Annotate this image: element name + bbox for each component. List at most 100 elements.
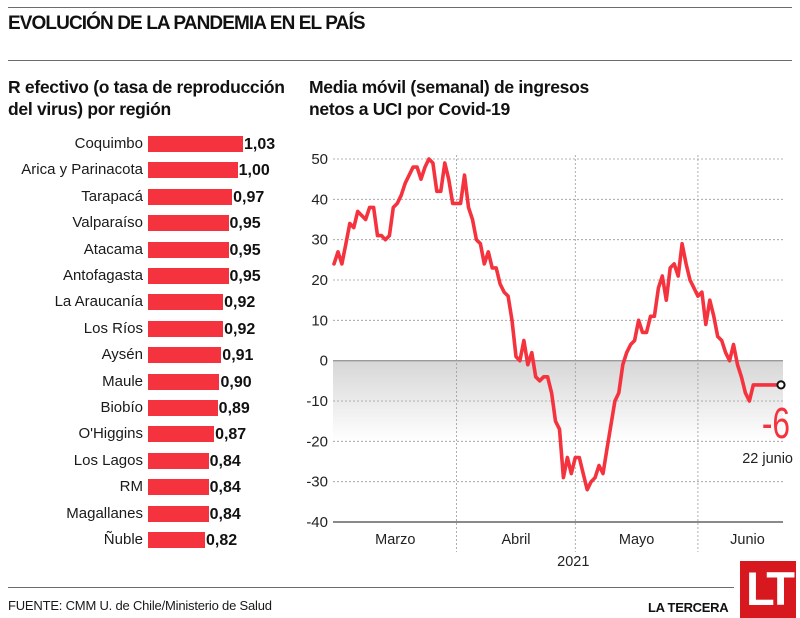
bar	[148, 320, 224, 337]
top-rule	[8, 7, 792, 8]
bar-row: Arica y Parinacota 1,00	[0, 160, 300, 180]
page-title: EVOLUCIÓN DE LA PANDEMIA EN EL PAÍS	[8, 13, 366, 34]
y-tick-label: 30	[311, 232, 328, 249]
bar-value-label: 0,95	[229, 268, 261, 285]
bar	[148, 188, 233, 205]
end-point-marker	[776, 380, 786, 390]
bar	[148, 505, 209, 522]
bar-row: Aysén 0,91	[0, 345, 300, 365]
bar-category-label: La Araucanía	[54, 293, 143, 311]
line-chart-title-line-2: netos a UCI por Covid-19	[309, 99, 510, 119]
bar	[148, 241, 229, 258]
latest-value-annotation: -6	[762, 399, 790, 448]
bar-value-label: 0,97	[233, 188, 265, 206]
bar-category-label: Antofagasta	[62, 267, 143, 284]
y-tick-label: -10	[306, 393, 328, 410]
brand-name: LA TERCERA	[648, 600, 729, 615]
bar-value-label: 0,91	[222, 347, 254, 365]
y-tick-label: -30	[306, 474, 328, 491]
series-line	[332, 157, 783, 492]
bar-category-label: Maule	[102, 372, 143, 390]
bar	[148, 136, 244, 152]
bar	[148, 400, 218, 416]
bar-value-label: 1,00	[238, 162, 270, 180]
bar-category-label: Coquimbo	[74, 135, 143, 152]
brand-logo: LT	[740, 561, 796, 618]
bar-category-label: Arica y Parinacota	[21, 161, 143, 179]
bar-row: La Araucanía 0,92	[0, 292, 300, 312]
bar-row: Valparaíso 0,95	[0, 213, 300, 233]
y-axis: 50 40 30 20 10 0 -10 -20 -30 -40	[306, 151, 328, 531]
brand-logo-text: LT	[746, 562, 795, 615]
x-month-label: Mayo	[619, 532, 654, 548]
bar-row: Ñuble 0,82	[0, 530, 300, 550]
bar-category-label: O'Higgins	[78, 425, 143, 443]
bar-row: Coquimbo 1,03	[0, 134, 300, 154]
y-tick-label: 10	[311, 312, 328, 329]
line-chart-title-line-1: Media móvil (semanal) de ingresos	[309, 77, 589, 97]
bar-value-label: 0,84	[209, 452, 241, 470]
bar-chart-title-line-2: del virus) por región	[8, 99, 171, 119]
bar	[148, 268, 229, 284]
bar-row: Biobío 0,89	[0, 398, 300, 418]
footer-rule	[8, 587, 734, 588]
bar-value-label: 1,03	[244, 136, 276, 153]
bar-row: Maule 0,90	[0, 372, 300, 392]
bar-value-label: 0,84	[209, 479, 241, 497]
bar-category-label: Aysén	[101, 346, 143, 364]
bar-value-label: 0,84	[209, 505, 241, 523]
bar-category-label: Atacama	[83, 240, 143, 258]
bar-value-label: 0,95	[229, 241, 261, 259]
series-line-group	[332, 157, 786, 492]
y-tick-label: -40	[306, 514, 328, 531]
y-tick-label: -20	[306, 433, 328, 450]
bar-row: Magallanes 0,84	[0, 504, 300, 524]
bar	[148, 426, 215, 443]
x-axis-year-label: 2021	[557, 554, 589, 570]
annotations: -6 22 junio	[742, 399, 793, 467]
line-chart-title: Media móvil (semanal) de ingresos netos …	[309, 76, 589, 120]
bar-category-label: Biobío	[100, 399, 143, 416]
x-month-label: Abril	[501, 532, 530, 548]
bar	[148, 532, 205, 548]
bar-row: Tarapacá 0,97	[0, 187, 300, 207]
bar	[148, 215, 229, 232]
bar-row: RM 0,84	[0, 477, 300, 497]
bar-value-label: 0,95	[229, 215, 261, 233]
y-tick-label: 20	[311, 272, 328, 289]
grid	[333, 155, 783, 552]
bar	[148, 162, 238, 179]
bar-row: O'Higgins 0,87	[0, 424, 300, 444]
bar-value-label: 0,92	[224, 294, 256, 312]
bar	[148, 373, 220, 390]
bar-category-label: Ñuble	[103, 531, 143, 548]
bar-category-label: RM	[119, 478, 143, 496]
bar-category-label: Los Ríos	[83, 319, 143, 337]
bar	[148, 452, 209, 469]
bar-row: Atacama 0,95	[0, 240, 300, 260]
bar-category-label: Los Lagos	[73, 451, 143, 469]
bar-row: Antofagasta 0,95	[0, 266, 300, 286]
bar-category-label: Tarapacá	[81, 187, 143, 205]
y-tick-label: 50	[311, 151, 328, 168]
x-month-label: Junio	[730, 532, 765, 548]
bar-value-label: 0,89	[218, 400, 250, 417]
x-month-label: Marzo	[375, 532, 415, 548]
title-rule	[8, 60, 792, 61]
bar-value-label: 0,92	[224, 320, 256, 338]
bar-row: Los Ríos 0,92	[0, 319, 300, 339]
bar-value-label: 0,82	[206, 532, 238, 549]
latest-date-annotation: 22 junio	[742, 451, 793, 467]
bar-value-label: 0,87	[215, 426, 247, 444]
bar-chart-title-line-1: R efectivo (o tasa de reproducción	[8, 77, 285, 97]
bar-row: Los Lagos 0,84	[0, 451, 300, 471]
bar-category-label: Valparaíso	[72, 214, 143, 232]
bar-chart-title: R efectivo (o tasa de reproducción del v…	[8, 76, 285, 120]
x-axis: Marzo Abril Mayo Junio 2021	[375, 532, 765, 570]
bar	[148, 479, 209, 496]
bar	[148, 347, 222, 364]
y-tick-label: 40	[311, 191, 328, 208]
bar	[148, 294, 224, 311]
bar-value-label: 0,90	[220, 373, 252, 391]
